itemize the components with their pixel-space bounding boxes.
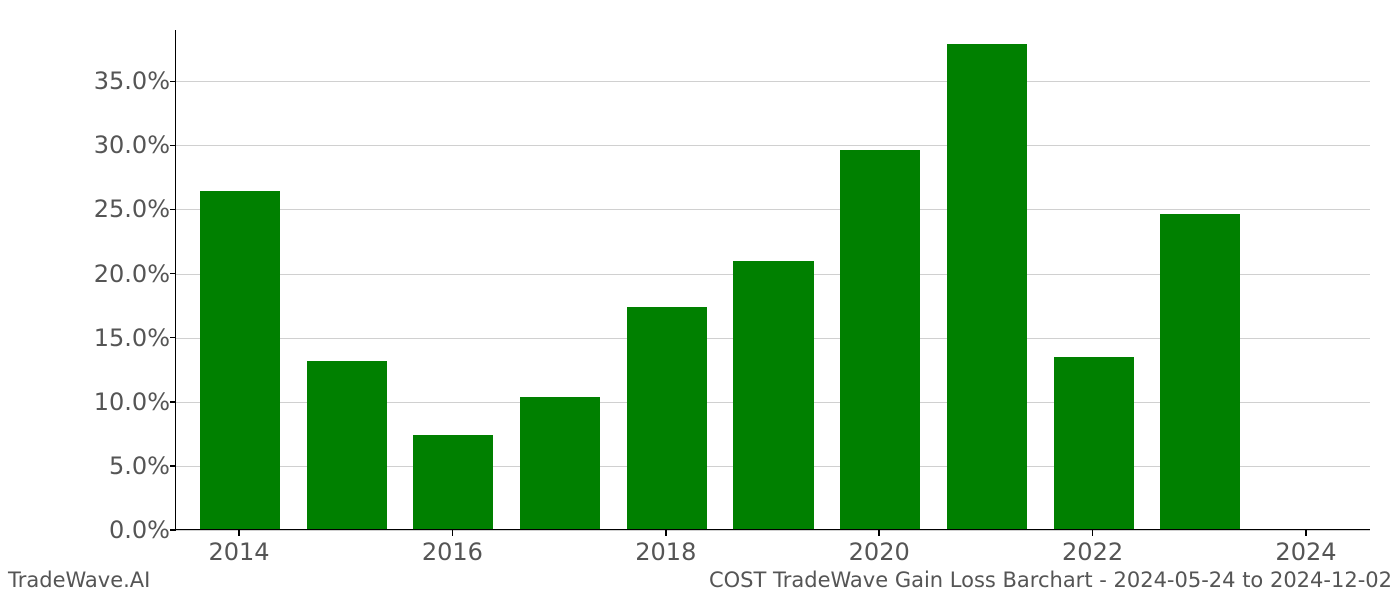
xtick-label: 2014 <box>208 538 269 566</box>
footer-caption: COST TradeWave Gain Loss Barchart - 2024… <box>709 568 1392 592</box>
xtick-mark <box>665 530 667 536</box>
bar <box>1160 214 1240 529</box>
ytick-label: 15.0% <box>94 324 170 352</box>
ytick-label: 35.0% <box>94 67 170 95</box>
gridline <box>176 209 1370 210</box>
chart-area <box>175 30 1370 530</box>
xtick-label: 2016 <box>422 538 483 566</box>
xtick-mark <box>878 530 880 536</box>
gridline <box>176 81 1370 82</box>
ytick-mark <box>170 401 176 403</box>
ytick-mark <box>170 337 176 339</box>
bar <box>947 44 1027 529</box>
bar <box>840 150 920 529</box>
ytick-mark <box>170 209 176 211</box>
xtick-label: 2022 <box>1062 538 1123 566</box>
ytick-label: 20.0% <box>94 260 170 288</box>
ytick-label: 0.0% <box>109 516 170 544</box>
bar <box>307 361 387 529</box>
bar <box>200 191 280 529</box>
gridline <box>176 145 1370 146</box>
bar <box>1054 357 1134 529</box>
ytick-label: 10.0% <box>94 388 170 416</box>
ytick-label: 30.0% <box>94 131 170 159</box>
ytick-label: 5.0% <box>109 452 170 480</box>
bar <box>733 261 813 529</box>
bar <box>413 435 493 529</box>
xtick-mark <box>1092 530 1094 536</box>
bar <box>627 307 707 529</box>
footer-brand: TradeWave.AI <box>8 568 150 592</box>
xtick-mark <box>238 530 240 536</box>
xtick-label: 2020 <box>849 538 910 566</box>
ytick-mark <box>170 529 176 531</box>
xtick-label: 2018 <box>635 538 696 566</box>
plot-area <box>175 30 1370 530</box>
xtick-mark <box>452 530 454 536</box>
gridline <box>176 530 1370 531</box>
xtick-mark <box>1305 530 1307 536</box>
ytick-mark <box>170 465 176 467</box>
ytick-label: 25.0% <box>94 195 170 223</box>
ytick-mark <box>170 81 176 83</box>
bar <box>520 397 600 529</box>
ytick-mark <box>170 145 176 147</box>
xtick-label: 2024 <box>1275 538 1336 566</box>
ytick-mark <box>170 273 176 275</box>
